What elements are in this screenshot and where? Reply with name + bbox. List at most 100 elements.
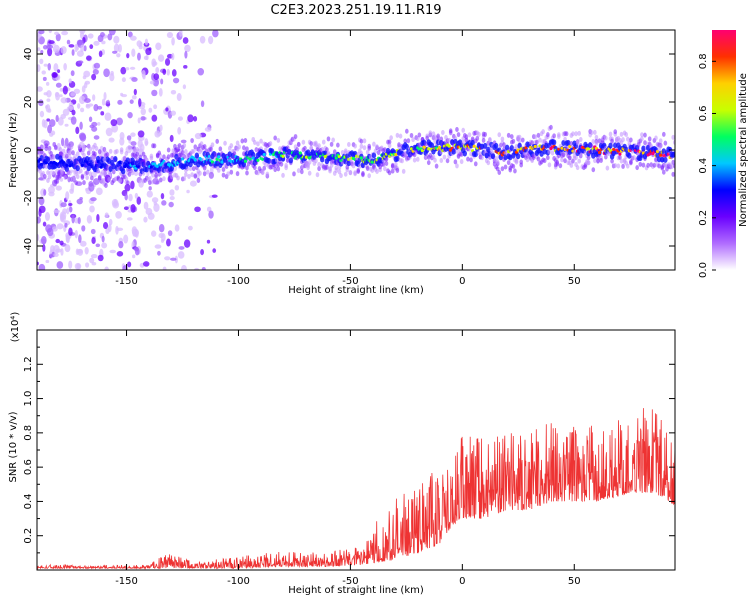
spectrogram-band-core xyxy=(395,155,400,162)
spectrogram-band-peak xyxy=(597,150,602,155)
spectrogram-noise-point xyxy=(60,137,65,147)
spectrogram-band-point xyxy=(47,174,52,180)
spectrogram-band-point xyxy=(514,143,519,149)
spectrogram-band-point xyxy=(235,140,240,146)
spectrogram-band-point xyxy=(263,162,268,168)
spectrogram-band-point xyxy=(574,131,578,137)
spectrogram-band-point xyxy=(77,144,82,150)
spectrogram-x-label: Height of straight line (km) xyxy=(288,285,424,296)
spectrogram-noise-point xyxy=(144,38,149,46)
spectrogram-band-point xyxy=(229,169,234,175)
spectrogram-noise-point xyxy=(164,256,171,261)
spectrogram-noise-point xyxy=(63,62,67,71)
spectrogram-noise-point xyxy=(149,80,155,85)
spectrogram-noise-point xyxy=(145,207,153,216)
spectrogram-noise-point xyxy=(75,126,80,135)
spectrogram-band-point xyxy=(331,137,335,143)
spectrogram-band-point xyxy=(135,151,140,157)
spectrogram-noise-point xyxy=(57,116,64,126)
spectrogram-noise-point xyxy=(97,254,104,262)
spectrogram-band-point xyxy=(567,155,572,161)
spectrogram-band-point xyxy=(334,167,339,173)
spectrogram-noise-point xyxy=(145,47,152,56)
spectrogram-noise-point xyxy=(137,130,145,138)
spectrogram-band-point xyxy=(41,145,46,151)
spectrogram-band-point xyxy=(226,171,230,177)
spectrogram-band-point xyxy=(54,144,58,150)
spectrogram-noise-point xyxy=(38,36,45,45)
spectrogram-band-point xyxy=(237,144,241,150)
spectrogram-band-point xyxy=(110,155,115,161)
spectrogram-x-tick-label: -100 xyxy=(227,276,250,287)
spectrogram-noise-point xyxy=(60,202,67,208)
spectrogram-band-core xyxy=(627,152,632,159)
spectrogram-band-point xyxy=(176,175,180,181)
spectrogram-noise-point xyxy=(103,92,107,101)
spectrogram-noise-point xyxy=(52,44,60,53)
spectrogram-band-point xyxy=(184,171,188,177)
spectrogram-noise-point xyxy=(130,203,136,213)
spectrogram-noise-point xyxy=(119,137,125,146)
spectrogram-band-core xyxy=(663,156,668,163)
spectrogram-noise-point xyxy=(122,265,128,270)
spectrogram-noise-point xyxy=(169,134,174,143)
spectrogram-band-point xyxy=(127,144,132,150)
spectrogram-noise-point xyxy=(42,45,48,50)
spectrogram-band-point xyxy=(88,171,93,177)
spectrogram-band-point xyxy=(506,132,511,138)
spectrogram-band-point xyxy=(221,172,226,178)
spectrogram-noise-point xyxy=(66,39,71,45)
spectrogram-noise-point xyxy=(182,37,189,44)
spectrogram-noise-point xyxy=(55,33,61,42)
spectrogram-band-point xyxy=(274,157,279,163)
spectrogram-band-point xyxy=(329,162,334,168)
spectrogram-band-point xyxy=(473,161,478,167)
spectrogram-band-point xyxy=(273,167,277,173)
spectrogram-noise-point xyxy=(81,85,86,93)
spectrogram-band-point xyxy=(658,138,663,144)
spectrogram-band-core xyxy=(608,142,613,149)
spectrogram-band-point xyxy=(469,157,473,163)
spectrogram-band-point xyxy=(426,160,431,166)
spectrogram-noise-point xyxy=(159,124,163,132)
spectrogram-band-point xyxy=(169,174,174,180)
spectrogram-noise-point xyxy=(113,43,120,53)
spectrogram-noise-point xyxy=(178,246,185,250)
spectrogram-band-point xyxy=(182,176,187,182)
spectrogram-noise-point xyxy=(57,69,61,74)
spectrogram-band-point xyxy=(108,148,113,154)
snr-y-tick-label: 0.6 xyxy=(23,459,34,475)
spectrogram-band-peak xyxy=(298,151,302,155)
spectrogram-band-core xyxy=(566,139,571,146)
spectrogram-band-core xyxy=(504,144,510,151)
spectrogram-band-point xyxy=(91,157,96,163)
spectrogram-y-tick-label: 40 xyxy=(23,48,34,61)
spectrogram-noise-point xyxy=(42,76,47,81)
spectrogram-noise-point xyxy=(91,236,96,244)
spectrogram-noise-point xyxy=(151,230,157,237)
spectrogram-band-point xyxy=(624,132,628,138)
spectrogram-noise-point xyxy=(79,30,86,35)
spectrogram-noise-point xyxy=(113,199,118,207)
spectrogram-noise-point xyxy=(119,131,125,140)
spectrogram-noise-point xyxy=(68,78,72,84)
spectrogram-band-point xyxy=(71,175,75,181)
spectrogram-band-point xyxy=(621,137,625,143)
spectrogram-band-point xyxy=(629,160,633,166)
spectrogram-band-point xyxy=(550,150,555,156)
snr-x-tick-label: -100 xyxy=(227,576,250,587)
spectrogram-noise-point xyxy=(80,44,85,53)
spectrogram-noise-point xyxy=(90,228,96,235)
spectrogram-band-point xyxy=(166,147,171,153)
spectrogram-band-point xyxy=(466,156,470,162)
spectrogram-noise-point xyxy=(189,180,197,187)
snr-x-tick-label: -50 xyxy=(342,576,358,587)
spectrogram-noise-point xyxy=(89,257,95,264)
spectrogram-band-point xyxy=(218,146,223,152)
spectrogram-noise-point xyxy=(164,58,171,66)
spectrogram-band-point xyxy=(575,140,580,146)
spectrogram-noise-point xyxy=(98,50,103,58)
spectrogram-band-point xyxy=(625,163,630,169)
spectrogram-band-point xyxy=(455,163,459,169)
spectrogram-band-point xyxy=(339,173,343,179)
